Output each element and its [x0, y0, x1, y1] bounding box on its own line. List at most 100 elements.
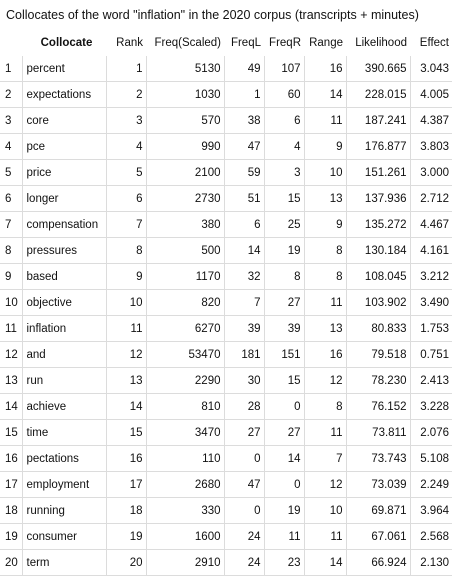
cell-likelihood: 151.261 — [345, 159, 410, 186]
table-row[interactable]: 2 expectations 2 1030 1 60 14 228.015 4.005 — [0, 81, 452, 108]
table-row[interactable]: 14 achieve 14 810 28 0 8 76.152 3.228 — [0, 393, 452, 420]
cell-rank: 9 — [105, 263, 146, 290]
cell-freqr: 60 — [263, 81, 304, 108]
cell-collocate: pectations — [21, 445, 106, 472]
cell-likelihood: 76.152 — [345, 393, 410, 420]
cell-freq-scaled: 1170 — [145, 263, 224, 290]
cell-collocate: inflation — [21, 315, 106, 342]
row-index: 7 — [5, 218, 12, 231]
cell-rank: 11 — [105, 315, 146, 342]
header-freq-scaled[interactable]: Freq(Scaled) — [154, 37, 221, 49]
table-row[interactable]: 19 consumer 19 1600 24 11 11 67.061 2.568 — [0, 523, 452, 550]
row-index: 16 — [5, 452, 18, 465]
cell-rank: 4 — [105, 133, 146, 160]
cell-rank: 19 — [105, 523, 146, 550]
cell-collocate: objective — [21, 289, 106, 316]
cell-rank: 1 — [105, 56, 146, 82]
cell-freqr: 39 — [263, 315, 304, 342]
cell-range: 7 — [303, 445, 346, 472]
cell-rank: 17 — [105, 471, 146, 498]
table-row[interactable]: 6 longer 6 2730 51 15 13 137.936 2.712 — [0, 185, 452, 212]
cell-freqr: 27 — [263, 289, 304, 316]
cell-effect: 4.005 — [409, 81, 452, 108]
cell-range: 14 — [303, 81, 346, 108]
cell-freq-scaled: 53470 — [145, 341, 224, 368]
header-likelihood[interactable]: Likelihood — [355, 37, 407, 49]
cell-freql: 24 — [223, 549, 264, 576]
cell-rank: 2 — [105, 81, 146, 108]
cell-rank: 20 — [105, 549, 146, 576]
cell-effect: 3.043 — [409, 56, 452, 82]
cell-collocate: expectations — [21, 81, 106, 108]
table-row[interactable]: 17 employment 17 2680 47 0 12 73.039 2.249 — [0, 471, 452, 498]
collocates-table: Collocate Rank Freq(Scaled) FreqL FreqR … — [0, 30, 452, 576]
cell-effect: 3.490 — [409, 289, 452, 316]
row-index: 12 — [5, 348, 18, 361]
cell-collocate: term — [21, 549, 106, 576]
table-row[interactable]: 15 time 15 3470 27 27 11 73.811 2.076 — [0, 419, 452, 446]
cell-effect: 5.108 — [409, 445, 452, 472]
cell-range: 11 — [303, 523, 346, 550]
header-rank[interactable]: Rank — [116, 37, 143, 49]
cell-freqr: 6 — [263, 107, 304, 134]
cell-freql: 1 — [223, 81, 264, 108]
table-row[interactable]: 4 pce 4 990 47 4 9 176.877 3.803 — [0, 133, 452, 160]
cell-range: 11 — [303, 419, 346, 446]
cell-freql: 181 — [223, 341, 264, 368]
cell-freq-scaled: 810 — [145, 393, 224, 420]
cell-effect: 0.751 — [409, 341, 452, 368]
cell-range: 10 — [303, 497, 346, 524]
row-index: 15 — [5, 426, 18, 439]
cell-likelihood: 79.518 — [345, 341, 410, 368]
cell-collocate: compensation — [21, 211, 106, 238]
table-row[interactable]: 3 core 3 570 38 6 11 187.241 4.387 — [0, 107, 452, 134]
cell-freqr: 14 — [263, 445, 304, 472]
header-freqr[interactable]: FreqR — [269, 37, 301, 49]
cell-rank: 12 — [105, 341, 146, 368]
row-index: 8 — [5, 244, 12, 257]
cell-freqr: 4 — [263, 133, 304, 160]
cell-freqr: 0 — [263, 471, 304, 498]
table-row[interactable]: 10 objective 10 820 7 27 11 103.902 3.490 — [0, 289, 452, 316]
cell-effect: 2.568 — [409, 523, 452, 550]
cell-rank: 7 — [105, 211, 146, 238]
table-row[interactable]: 9 based 9 1170 32 8 8 108.045 3.212 — [0, 263, 452, 290]
cell-effect: 2.130 — [409, 549, 452, 576]
cell-collocate: pce — [21, 133, 106, 160]
cell-collocate: run — [21, 367, 106, 394]
cell-freqr: 23 — [263, 549, 304, 576]
row-index: 13 — [5, 374, 18, 387]
header-effect[interactable]: Effect — [419, 37, 449, 49]
table-body: 1 percent 1 5130 49 107 16 390.665 3.043 2 expecta… — [0, 56, 452, 576]
cell-freqr: 11 — [263, 523, 304, 550]
cell-freqr: 151 — [263, 341, 304, 368]
cell-rank: 15 — [105, 419, 146, 446]
cell-range: 13 — [303, 185, 346, 212]
header-freql[interactable]: FreqL — [230, 37, 261, 49]
cell-collocate: price — [21, 159, 106, 186]
row-index: 3 — [5, 114, 12, 127]
cell-likelihood: 69.871 — [345, 497, 410, 524]
cell-likelihood: 67.061 — [345, 523, 410, 550]
cell-range: 9 — [303, 211, 346, 238]
table-row[interactable]: 16 pectations 16 110 0 14 7 73.743 5.108 — [0, 445, 452, 472]
cell-range: 14 — [303, 549, 346, 576]
cell-effect: 4.161 — [409, 237, 452, 264]
table-row[interactable]: 20 term 20 2910 24 23 14 66.924 2.130 — [0, 549, 452, 576]
header-collocate[interactable]: Collocate — [40, 37, 93, 49]
table-row[interactable]: 8 pressures 8 500 14 19 8 130.184 4.161 — [0, 237, 452, 264]
table-row[interactable]: 5 price 5 2100 59 3 10 151.261 3.000 — [0, 159, 452, 186]
cell-likelihood: 135.272 — [345, 211, 410, 238]
cell-freql: 49 — [223, 56, 264, 82]
cell-range: 8 — [303, 393, 346, 420]
table-row[interactable]: 7 compensation 7 380 6 25 9 135.272 4.467 — [0, 211, 452, 238]
cell-effect: 3.803 — [409, 133, 452, 160]
header-range[interactable]: Range — [309, 37, 343, 49]
table-row[interactable]: 18 running 18 330 0 19 10 69.871 3.964 — [0, 497, 452, 524]
table-row[interactable]: 1 percent 1 5130 49 107 16 390.665 3.043 — [0, 56, 452, 82]
cell-freqr: 27 — [263, 419, 304, 446]
table-row[interactable]: 12 and 12 53470 181 151 16 79.518 0.751 — [0, 341, 452, 368]
cell-freql: 47 — [223, 471, 264, 498]
table-row[interactable]: 11 inflation 11 6270 39 39 13 80.833 1.753 — [0, 315, 452, 342]
table-row[interactable]: 13 run 13 2290 30 15 12 78.230 2.413 — [0, 367, 452, 394]
